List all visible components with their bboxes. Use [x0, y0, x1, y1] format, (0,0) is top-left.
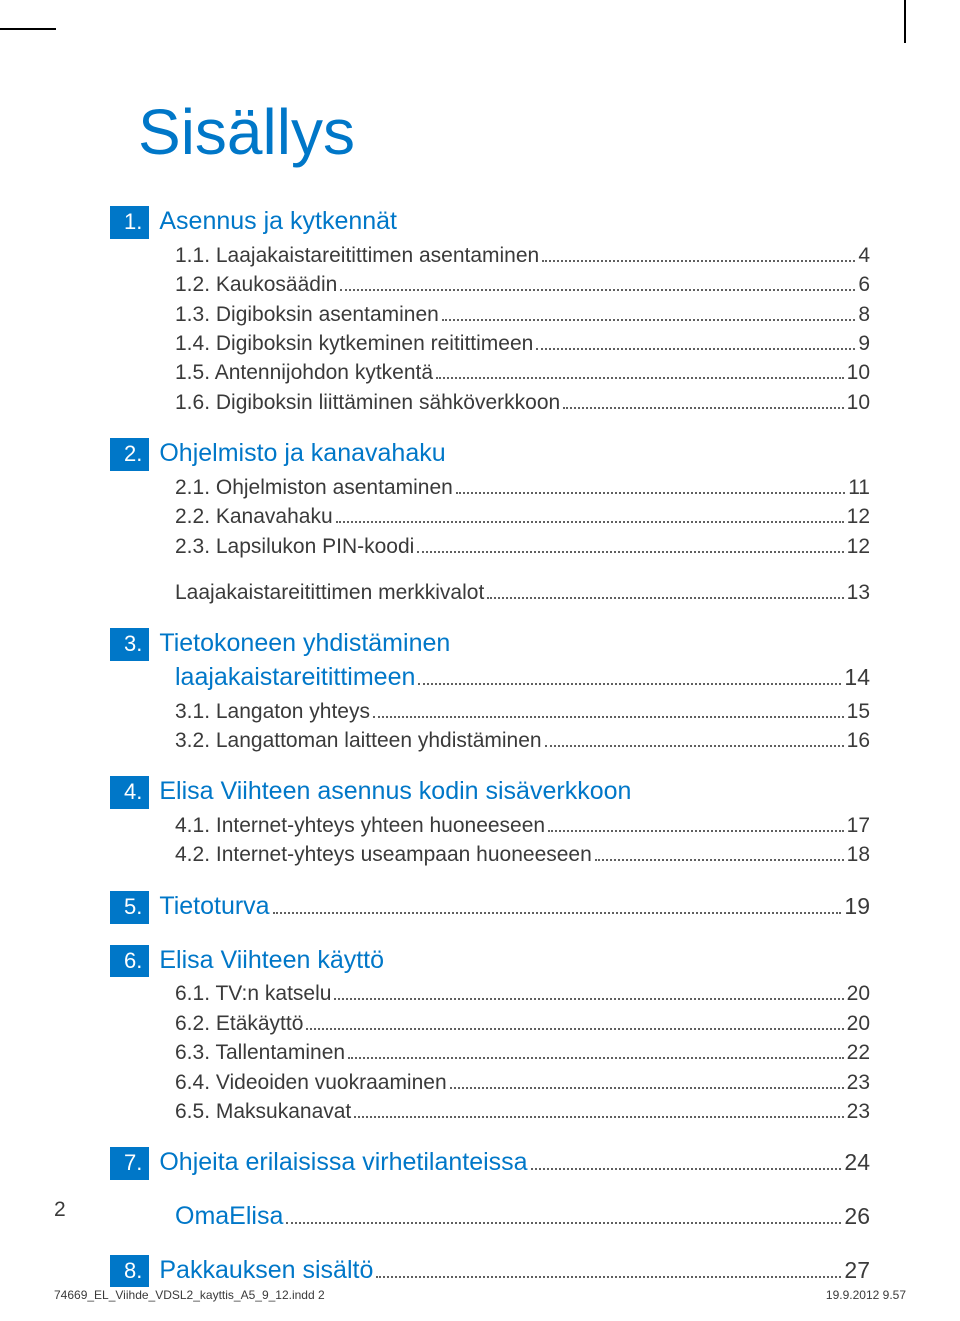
section-heading: 5. Tietoturva 19	[110, 890, 870, 924]
section-title: Asennus ja kytkennät	[159, 205, 397, 239]
toc-entry: 1.1. Laajakaistareitittimen asentaminen4	[175, 241, 870, 270]
toc-entry: 1.5. Antennijohdon kytkentä10	[175, 358, 870, 387]
section-heading: 4. Elisa Viihteen asennus kodin sisäverk…	[110, 775, 870, 809]
toc-entry: 6.1. TV:n katselu20	[175, 979, 870, 1008]
section-heading: 3. Tietokoneen yhdistäminen laajakaistar…	[110, 627, 870, 695]
section-title-line1: Tietokoneen yhdistäminen	[159, 627, 450, 661]
footer-filename: 74669_EL_Viihde_VDSL2_kayttis_A5_9_12.in…	[54, 1288, 325, 1302]
toc-section-4: 4. Elisa Viihteen asennus kodin sisäverk…	[110, 775, 870, 870]
toc-page: Sisällys 1. Asennus ja kytkennät 1.1. La…	[110, 95, 870, 1308]
section-heading: 7. Ohjeita erilaisissa virhetilanteissa …	[110, 1146, 870, 1180]
crop-mark-top	[0, 28, 56, 30]
sub-items: 6.1. TV:n katselu20 6.2. Etäkäyttö20 6.3…	[175, 979, 870, 1126]
toc-entry: 6.2. Etäkäyttö20	[175, 1009, 870, 1038]
section-title-line2: laajakaistareitittimeen	[175, 661, 415, 695]
toc-section-3: 3. Tietokoneen yhdistäminen laajakaistar…	[110, 627, 870, 755]
toc-section-8: 8. Pakkauksen sisältö 27	[110, 1254, 870, 1288]
section-badge: 5.	[110, 891, 149, 924]
section-badge: 1.	[110, 206, 149, 239]
toc-entry: 1.6. Digiboksin liittäminen sähköverkkoo…	[175, 388, 870, 417]
toc-entry: 2.3. Lapsilukon PIN-koodi12	[175, 532, 870, 561]
toc-entry: 2.2. Kanavahaku12	[175, 502, 870, 531]
toc-entry: 1.2. Kaukosäädin6	[175, 270, 870, 299]
page-number: 2	[54, 1198, 66, 1222]
section-heading: 6. Elisa Viihteen käyttö	[110, 944, 870, 978]
toc-entry: 4.2. Internet-yhteys useampaan huoneesee…	[175, 840, 870, 869]
toc-section-6: 6. Elisa Viihteen käyttö 6.1. TV:n katse…	[110, 944, 870, 1127]
section-title: Tietoturva	[159, 890, 269, 924]
section-heading: 8. Pakkauksen sisältö 27	[110, 1254, 870, 1288]
toc-entry: 4.1. Internet-yhteys yhteen huoneeseen17	[175, 811, 870, 840]
toc-section-1: 1. Asennus ja kytkennät 1.1. Laajakaista…	[110, 205, 870, 417]
section-title: Ohjelmisto ja kanavahaku	[159, 437, 445, 471]
section-heading: 2. Ohjelmisto ja kanavahaku	[110, 437, 870, 471]
crop-mark-right	[904, 0, 906, 43]
footer-timestamp: 19.9.2012 9.57	[826, 1288, 906, 1302]
section-title: Elisa Viihteen asennus kodin sisäverkkoo…	[159, 775, 631, 809]
toc-section-2: 2. Ohjelmisto ja kanavahaku 2.1. Ohjelmi…	[110, 437, 870, 561]
section-badge: 8.	[110, 1255, 149, 1288]
footer: 74669_EL_Viihde_VDSL2_kayttis_A5_9_12.in…	[54, 1288, 906, 1302]
section-title: Pakkauksen sisältö	[159, 1254, 373, 1288]
sub-items: 4.1. Internet-yhteys yhteen huoneeseen17…	[175, 811, 870, 870]
toc-entry: 2.1. Ohjelmiston asentaminen11	[175, 473, 870, 502]
section-heading: 1. Asennus ja kytkennät	[110, 205, 870, 239]
sub-items: 1.1. Laajakaistareitittimen asentaminen4…	[175, 241, 870, 417]
sub-items: 3.1. Langaton yhteys15 3.2. Langattoman …	[175, 697, 870, 756]
page-title: Sisällys	[138, 95, 870, 169]
section-badge: 3.	[110, 628, 149, 661]
toc-entry: 6.4. Videoiden vuokraaminen23	[175, 1068, 870, 1097]
toc-section-5: 5. Tietoturva 19	[110, 890, 870, 924]
section-title: OmaElisa	[175, 1200, 283, 1234]
toc-entry: 3.2. Langattoman laitteen yhdistäminen16	[175, 726, 870, 755]
section-badge: 6.	[110, 945, 149, 978]
section-badge: 7.	[110, 1147, 149, 1180]
section-title: Elisa Viihteen käyttö	[159, 944, 384, 978]
section-title: Ohjeita erilaisissa virhetilanteissa	[159, 1146, 527, 1180]
toc-entry: 6.5. Maksukanavat23	[175, 1097, 870, 1126]
toc-entry-standalone: Laajakaistareitittimen merkkivalot 13	[175, 581, 870, 605]
toc-entry: 3.1. Langaton yhteys15	[175, 697, 870, 726]
sub-items: 2.1. Ohjelmiston asentaminen11 2.2. Kana…	[175, 473, 870, 561]
section-badge: 4.	[110, 776, 149, 809]
toc-entry-omaelisa: OmaElisa 26	[110, 1200, 870, 1234]
toc-entry: 1.4. Digiboksin kytkeminen reitittimeen9	[175, 329, 870, 358]
toc-entry: 6.3. Tallentaminen22	[175, 1038, 870, 1067]
section-badge: 2.	[110, 438, 149, 471]
toc-section-7: 7. Ohjeita erilaisissa virhetilanteissa …	[110, 1146, 870, 1180]
toc-entry: 1.3. Digiboksin asentaminen8	[175, 300, 870, 329]
